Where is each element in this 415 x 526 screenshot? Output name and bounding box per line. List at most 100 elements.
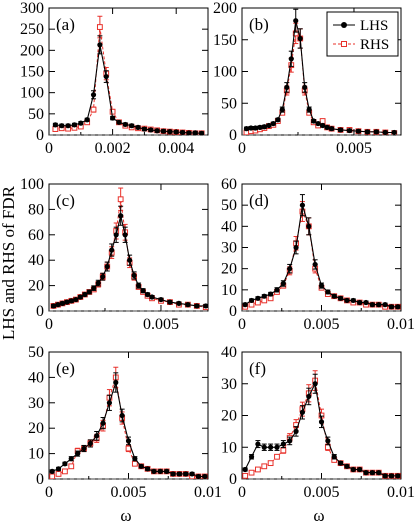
lhs-point bbox=[135, 283, 142, 289]
lhs-point bbox=[325, 438, 331, 444]
lhs-point bbox=[344, 297, 350, 304]
lhs-point bbox=[268, 291, 274, 297]
lhs-point bbox=[346, 127, 353, 134]
x-tick-label: 0.002 bbox=[95, 140, 131, 157]
lhs-point bbox=[81, 445, 87, 452]
lhs-point bbox=[151, 468, 157, 474]
rhs-point bbox=[319, 118, 326, 124]
x-tick-label: 0 bbox=[238, 316, 246, 333]
chart-panel: 0 0.005 0 20 40 60 80 100 (c) bbox=[20, 176, 209, 333]
lhs-point bbox=[164, 468, 170, 474]
lhs-point bbox=[311, 118, 317, 124]
lhs-point bbox=[86, 289, 92, 295]
x-tick-label: 0 bbox=[238, 484, 246, 501]
lhs-point bbox=[132, 456, 138, 462]
lhs-point bbox=[113, 232, 119, 238]
lhs-point bbox=[299, 202, 306, 208]
rhs-point bbox=[255, 466, 261, 473]
x-tick-label: 0 bbox=[45, 140, 53, 157]
lhs-point bbox=[104, 263, 110, 270]
y-tick-label: 0 bbox=[229, 127, 237, 144]
lhs-point bbox=[306, 223, 312, 229]
y-tick-label: 250 bbox=[20, 21, 44, 38]
lhs-point bbox=[192, 130, 198, 135]
lhs-point bbox=[284, 84, 290, 90]
legend-rhs-label: RHS bbox=[360, 37, 389, 53]
y-tick-label: 20 bbox=[28, 278, 44, 295]
lhs-line bbox=[244, 205, 398, 308]
lhs-point bbox=[179, 129, 186, 135]
y-tick-label: 0 bbox=[229, 303, 237, 320]
lhs-point bbox=[293, 244, 299, 251]
lhs-point bbox=[248, 454, 255, 460]
lhs-point bbox=[49, 468, 55, 474]
x-tick-label: 0.005 bbox=[336, 140, 372, 157]
x-tick-label: 0.005 bbox=[304, 484, 340, 501]
lhs-point bbox=[55, 302, 61, 308]
lhs-point bbox=[376, 470, 382, 476]
rhs-line bbox=[52, 377, 205, 477]
rhs-point bbox=[68, 463, 75, 470]
lhs-point bbox=[318, 283, 325, 289]
x-axis-title-right: ω bbox=[313, 506, 324, 525]
lhs-point bbox=[84, 117, 90, 123]
lhs-point bbox=[337, 127, 344, 133]
y-tick-label: 10 bbox=[28, 446, 44, 463]
lhs-point bbox=[167, 299, 173, 305]
y-tick-label: 0 bbox=[229, 471, 237, 488]
lhs-point bbox=[62, 461, 68, 467]
y-tick-label: 20 bbox=[221, 408, 237, 425]
lhs-point bbox=[52, 122, 58, 128]
y-tick-label: 80 bbox=[28, 201, 44, 218]
lhs-point bbox=[141, 126, 147, 132]
lhs-point bbox=[315, 120, 321, 127]
panel-label: (d) bbox=[249, 191, 269, 210]
y-tick-label: 200 bbox=[213, 0, 237, 17]
x-tick-label: 0.01 bbox=[387, 484, 415, 501]
lhs-point bbox=[91, 285, 97, 291]
lhs-point bbox=[328, 126, 335, 132]
lhs-point bbox=[148, 127, 154, 133]
lhs-point bbox=[376, 302, 382, 308]
lhs-point bbox=[144, 466, 151, 472]
y-tick-label: 150 bbox=[213, 32, 237, 49]
lhs-point bbox=[127, 257, 133, 263]
y-tick-label: 20 bbox=[221, 261, 237, 278]
x-tick-label: 0.01 bbox=[387, 316, 415, 333]
rhs-point bbox=[62, 468, 68, 475]
lhs-point bbox=[95, 280, 101, 286]
lhs-point bbox=[257, 124, 263, 130]
lhs-point bbox=[320, 122, 326, 129]
lhs-point bbox=[78, 120, 84, 126]
y-tick-label: 10 bbox=[221, 439, 237, 456]
y-tick-label: 40 bbox=[28, 369, 44, 386]
y-tick-label: 200 bbox=[20, 42, 44, 59]
series-layer bbox=[243, 8, 398, 135]
lhs-point bbox=[248, 125, 254, 131]
lhs-line bbox=[51, 382, 205, 478]
lhs-point bbox=[55, 466, 62, 472]
y-tick-label: 50 bbox=[28, 344, 44, 361]
lhs-point bbox=[68, 298, 74, 304]
lhs-point bbox=[116, 119, 122, 125]
lhs-point bbox=[297, 35, 303, 42]
rhs-line bbox=[245, 209, 398, 308]
lhs-point bbox=[189, 471, 195, 477]
series-layer bbox=[50, 187, 208, 311]
x-tick-label: 0 bbox=[238, 140, 246, 157]
lhs-point bbox=[395, 304, 401, 310]
lhs-point bbox=[185, 302, 191, 308]
y-tick-label: 60 bbox=[221, 176, 237, 193]
x-tick-label: 0.005 bbox=[304, 316, 340, 333]
lhs-point bbox=[242, 302, 248, 308]
lhs-point bbox=[275, 117, 281, 123]
lhs-point bbox=[94, 433, 100, 439]
lhs-point bbox=[355, 128, 362, 134]
lhs-point bbox=[173, 129, 179, 135]
lhs-point bbox=[369, 470, 375, 476]
lhs-point bbox=[122, 232, 128, 238]
lhs-point bbox=[82, 291, 88, 298]
y-tick-label: 50 bbox=[28, 106, 44, 123]
